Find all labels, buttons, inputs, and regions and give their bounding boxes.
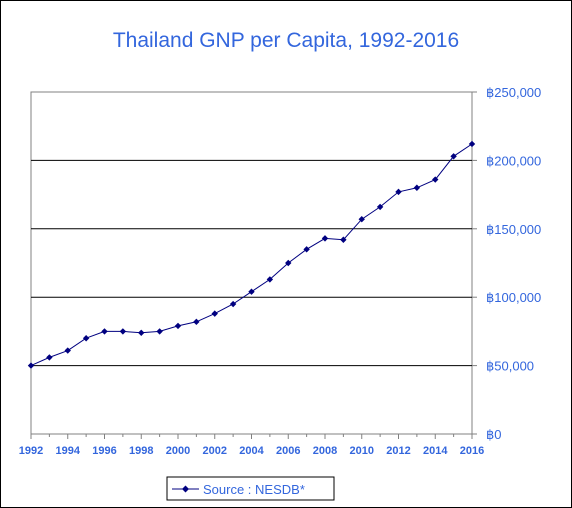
data-point: [156, 328, 163, 335]
data-point: [395, 188, 402, 196]
legend-marker-swatch: [182, 485, 189, 493]
data-point: [82, 335, 90, 342]
y-tick-label: ฿100,000: [486, 290, 541, 305]
data-point: [211, 310, 218, 317]
data-point: [303, 246, 310, 253]
data-point: [450, 153, 457, 160]
x-tick-label: 2012: [386, 445, 410, 457]
x-tick-label: 2008: [313, 445, 337, 457]
y-tick-label: ฿250,000: [486, 85, 541, 100]
data-point: [248, 288, 255, 295]
x-tick-label: 2016: [460, 445, 484, 457]
x-tick-label: 2010: [350, 445, 374, 457]
data-point: [193, 318, 200, 326]
x-tick-label: 2000: [166, 445, 190, 457]
data-point: [376, 203, 384, 211]
data-point: [468, 140, 476, 148]
data-point: [174, 322, 182, 330]
x-tick-label: 1998: [129, 445, 153, 457]
data-point: [321, 235, 329, 242]
legend: Source : NESDB*: [166, 476, 335, 501]
data-point: [119, 328, 127, 335]
x-axis: 1992 1994 1996 1998 2000 2002 2004 2006 2008 2010…: [19, 434, 484, 457]
data-point: [64, 347, 71, 354]
data-point: [413, 184, 421, 191]
data-point: [101, 328, 108, 335]
data-point: [46, 354, 53, 361]
x-tick-label: 1992: [19, 445, 43, 457]
y-axis: ฿0 ฿50,000 ฿100,000 ฿150,000 ฿200,000 ฿250,00…: [472, 85, 541, 442]
chart-title: Thailand GNP per Capita, 1992-2016: [113, 29, 459, 52]
data-point: [138, 329, 145, 336]
y-tick-label: ฿0: [486, 427, 502, 442]
data-point: [266, 276, 274, 283]
x-tick-label: 2002: [203, 445, 227, 457]
plot-area: [30, 91, 473, 435]
x-tick-label: 2006: [276, 445, 300, 457]
x-tick-label: 2004: [239, 445, 264, 457]
data-point: [27, 362, 35, 369]
data-point: [229, 300, 237, 308]
x-tick-label: 1994: [56, 445, 81, 457]
x-tick-label: 2014: [423, 445, 448, 457]
data-point: [358, 216, 365, 223]
x-tick-label: 1996: [92, 445, 116, 457]
series-group: [27, 140, 476, 369]
y-tick-label: ฿200,000: [486, 153, 541, 168]
data-point: [432, 176, 439, 183]
y-tick-label: ฿50,000: [486, 359, 534, 374]
gridlines: [31, 159, 472, 367]
legend-box: [166, 476, 335, 501]
y-tick-label: ฿150,000: [486, 222, 541, 237]
legend-label: Source : NESDB*: [203, 482, 305, 497]
data-point: [340, 236, 347, 243]
data-point: [285, 259, 292, 267]
